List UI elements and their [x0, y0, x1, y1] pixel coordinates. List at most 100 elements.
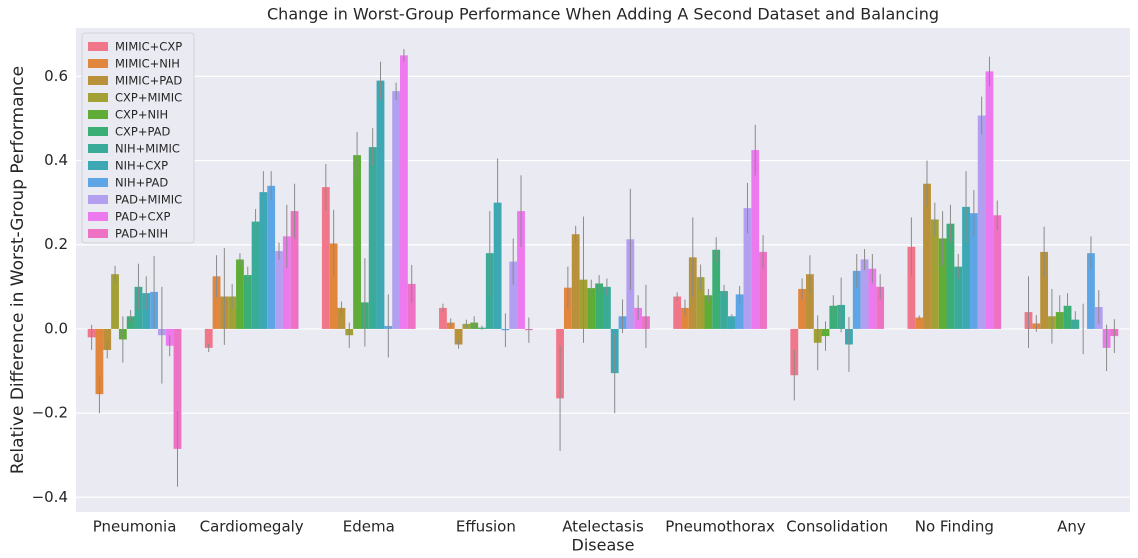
bar — [673, 296, 682, 329]
bar — [236, 259, 244, 329]
legend-swatch — [88, 42, 108, 51]
bar — [275, 251, 283, 329]
legend-label: NIH+PAD — [115, 176, 168, 190]
bar — [696, 277, 705, 329]
bar — [204, 328, 213, 348]
legend-label: PAD+NIH — [115, 227, 168, 241]
bar — [805, 274, 814, 329]
y-axis-label: Relative Difference in Worst-Group Perfo… — [8, 66, 28, 474]
bar — [938, 238, 947, 329]
bar — [95, 328, 104, 395]
x-tick-label: Any — [1057, 518, 1086, 536]
bar — [727, 316, 736, 329]
legend-swatch — [88, 144, 108, 153]
bar — [962, 206, 970, 329]
legend-swatch — [88, 93, 108, 102]
y-tick-label: 0.6 — [44, 67, 68, 85]
bar — [977, 115, 986, 329]
legend-swatch — [88, 59, 108, 68]
bar — [930, 219, 939, 329]
bar — [400, 55, 408, 329]
bar — [946, 223, 955, 329]
bar — [595, 283, 603, 329]
bar — [571, 234, 580, 329]
legend-swatch — [88, 212, 108, 221]
x-tick-label: Cardiomegaly — [200, 518, 304, 536]
bar — [493, 202, 502, 329]
x-tick-label: Edema — [343, 518, 395, 536]
bar — [329, 243, 338, 329]
x-tick-label: Consolidation — [786, 518, 888, 536]
legend-label: PAD+CXP — [115, 210, 170, 224]
legend-swatch — [88, 161, 108, 170]
y-tick-label: 0.2 — [44, 235, 68, 253]
bar — [759, 251, 767, 329]
legend-label: CXP+NIH — [115, 108, 168, 122]
legend-label: MIMIC+CXP — [115, 40, 182, 54]
bar — [321, 187, 330, 329]
bar — [173, 328, 182, 449]
legend-label: MIMIC+PAD — [115, 74, 182, 88]
bar — [259, 192, 268, 329]
bar — [407, 283, 416, 329]
legend-label: PAD+MIMIC — [115, 193, 182, 207]
bar — [993, 215, 1002, 329]
bar — [368, 147, 377, 329]
bar — [376, 80, 385, 329]
bar — [720, 291, 728, 329]
bar — [103, 328, 112, 350]
bar — [681, 307, 689, 329]
x-tick-label: Pneumothorax — [665, 518, 775, 536]
bar — [111, 274, 119, 329]
bar — [1087, 253, 1095, 329]
bar — [829, 305, 838, 329]
bar — [868, 268, 877, 329]
x-tick-label: Pneumonia — [93, 518, 177, 536]
legend-swatch — [88, 229, 108, 238]
y-tick-label: 0.4 — [44, 151, 68, 169]
legend-label: NIH+CXP — [115, 159, 168, 173]
bar — [603, 286, 611, 329]
bar — [282, 236, 291, 329]
bar — [923, 183, 931, 329]
legend-swatch — [88, 178, 108, 187]
bar — [517, 211, 525, 329]
bar — [860, 259, 869, 329]
legend-swatch — [88, 76, 108, 85]
bar — [907, 246, 916, 329]
legend-swatch — [88, 127, 108, 136]
bar — [251, 221, 260, 329]
x-tick-label: Atelectasis — [562, 518, 644, 536]
bar — [454, 328, 463, 345]
bar — [743, 208, 752, 329]
y-tick-label: −0.2 — [32, 404, 68, 422]
bar — [712, 249, 721, 329]
bar — [267, 185, 276, 329]
bar — [954, 266, 963, 329]
bar — [337, 307, 346, 329]
chart-title: Change in Worst-Group Performance When A… — [267, 5, 939, 24]
y-tick-label: −0.4 — [32, 488, 68, 506]
bar — [290, 211, 299, 329]
bar — [985, 71, 994, 329]
bar — [509, 261, 518, 329]
bar — [353, 155, 361, 329]
y-tick-label: 0.0 — [44, 319, 68, 337]
bar — [876, 286, 885, 329]
x-axis-label: Disease — [572, 536, 635, 555]
bar — [212, 276, 221, 329]
legend-swatch — [88, 195, 108, 204]
bar — [228, 296, 237, 329]
bar — [439, 307, 447, 329]
x-tick-label: Effusion — [456, 518, 516, 536]
legend-label: NIH+MIMIC — [115, 142, 180, 156]
bar — [751, 150, 760, 329]
legend-box — [81, 32, 195, 244]
bar — [969, 213, 978, 329]
bar — [798, 288, 806, 329]
bar — [735, 294, 744, 329]
bar — [704, 295, 713, 329]
legend-label: MIMIC+NIH — [115, 57, 180, 71]
bar — [915, 317, 924, 329]
